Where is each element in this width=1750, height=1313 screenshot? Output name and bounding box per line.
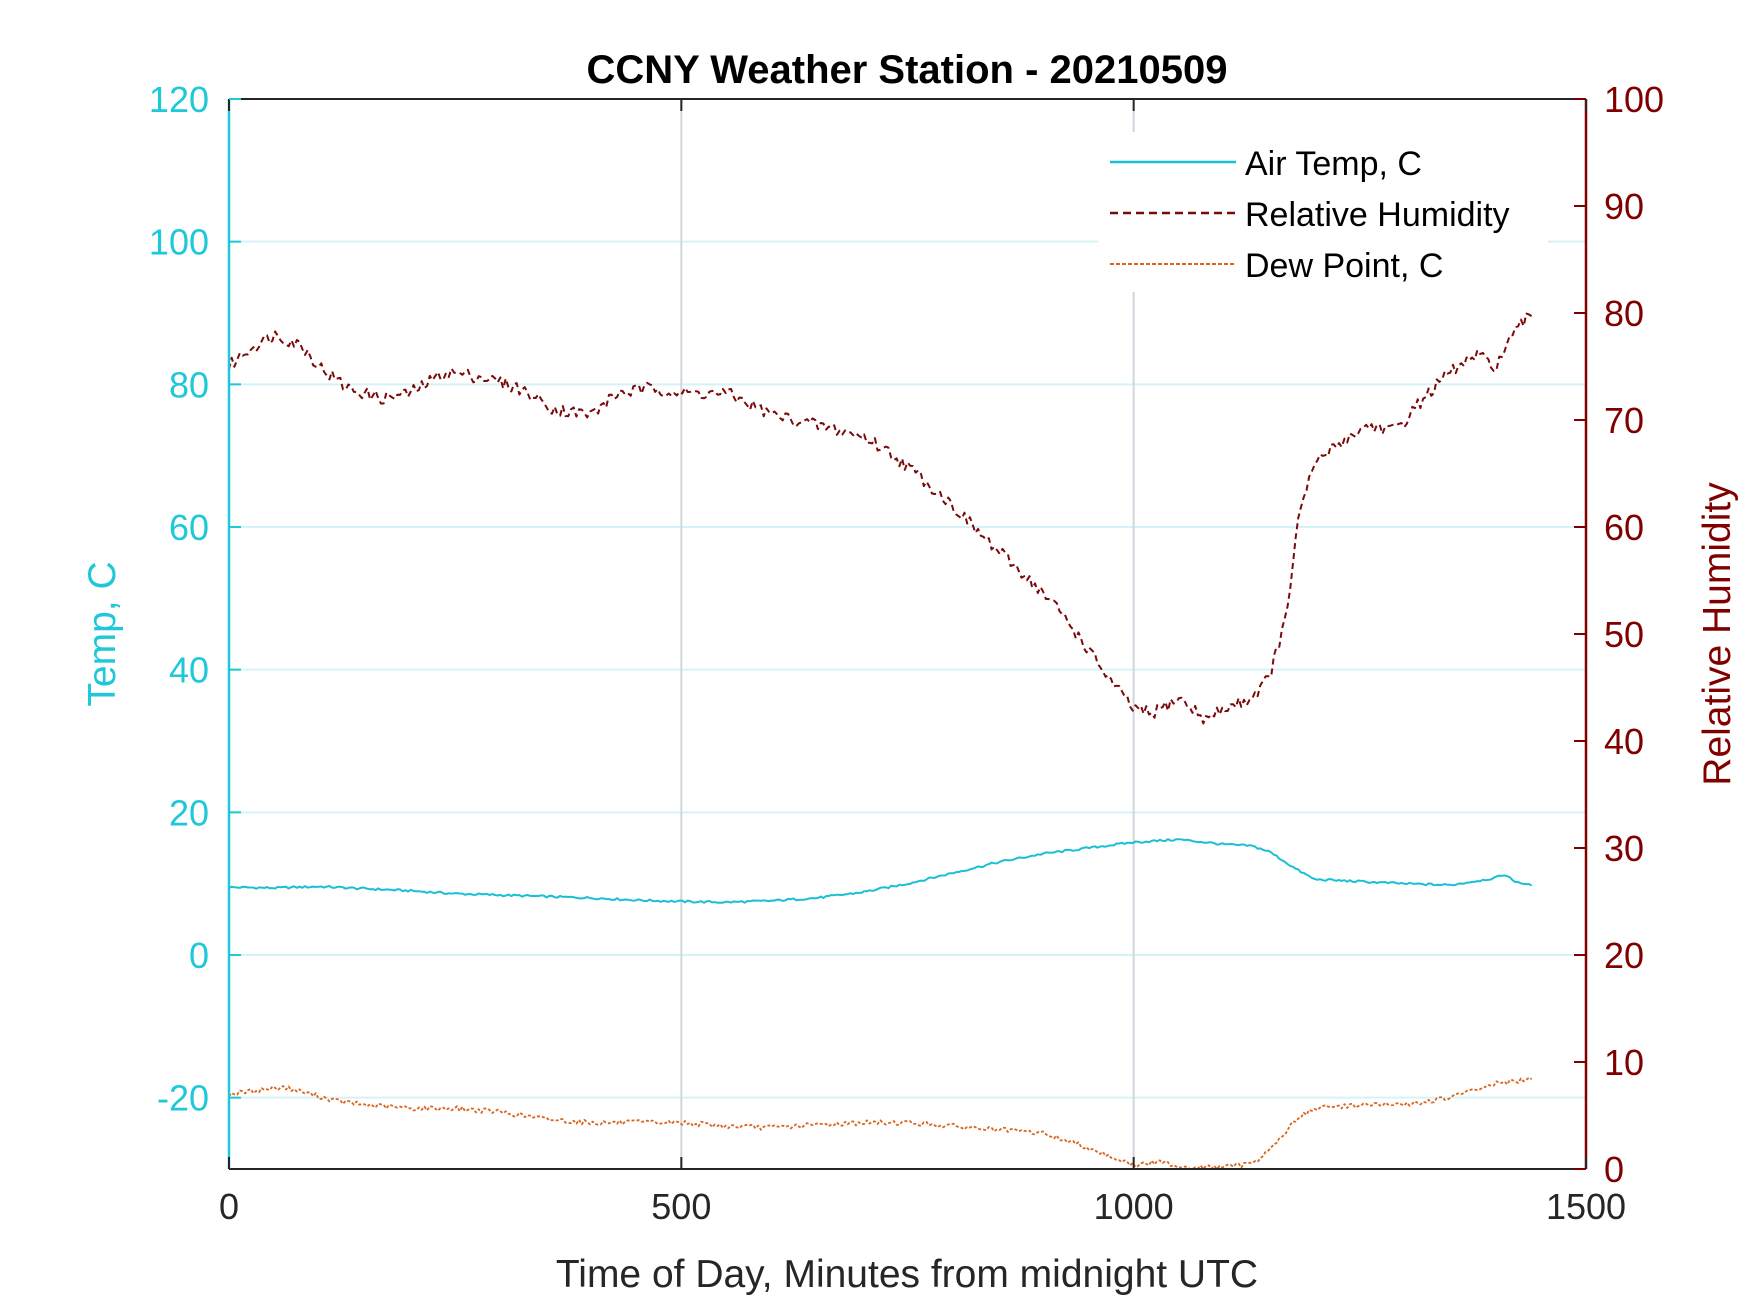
legend: Air Temp, C Relative Humidity Dew Point,… bbox=[1098, 132, 1548, 292]
x-tick-label: 1000 bbox=[1094, 1186, 1174, 1227]
axis-ticks: 0 500 1000 1500 -20 0 20 40 60 80 100 120 0 10 20 30 40 5… bbox=[149, 79, 1664, 1227]
right-y-tick-label: 80 bbox=[1604, 293, 1644, 334]
x-axis-label: Time of Day, Minutes from midnight UTC bbox=[556, 1253, 1258, 1296]
left-y-tick-label: 120 bbox=[149, 79, 209, 120]
right-y-tick-label: 20 bbox=[1604, 935, 1644, 976]
right-y-tick-label: 40 bbox=[1604, 721, 1644, 762]
right-y-tick-label: 60 bbox=[1604, 507, 1644, 548]
right-y-tick-label: 0 bbox=[1604, 1149, 1624, 1190]
right-y-tick-label: 90 bbox=[1604, 186, 1644, 227]
x-tick-label: 0 bbox=[219, 1186, 239, 1227]
right-y-tick-label: 100 bbox=[1604, 79, 1664, 120]
legend-label-air-temp: Air Temp, C bbox=[1245, 145, 1422, 183]
series-lines bbox=[228, 312, 1533, 1170]
right-y-tick-label: 10 bbox=[1604, 1042, 1644, 1083]
chart-title: CCNY Weather Station - 20210509 bbox=[587, 48, 1228, 92]
right-y-tick-label: 30 bbox=[1604, 828, 1644, 869]
left-y-axis-label: Temp, C bbox=[81, 561, 124, 706]
legend-label-dew-point: Dew Point, C bbox=[1245, 247, 1443, 285]
legend-label-relative-humidity: Relative Humidity bbox=[1245, 196, 1510, 234]
relative-humidity-line bbox=[228, 312, 1533, 725]
left-y-tick-label: 80 bbox=[169, 364, 209, 405]
left-y-tick-label: -20 bbox=[157, 1078, 209, 1119]
left-y-tick-label: 0 bbox=[189, 935, 209, 976]
x-tick-label: 500 bbox=[651, 1186, 711, 1227]
x-tick-label: 1500 bbox=[1546, 1186, 1626, 1227]
dew-point-line bbox=[228, 1076, 1533, 1170]
left-y-tick-label: 20 bbox=[169, 792, 209, 833]
air-temp-line bbox=[228, 838, 1533, 904]
right-y-tick-label: 50 bbox=[1604, 614, 1644, 655]
legend-box bbox=[1098, 132, 1548, 292]
left-y-tick-label: 100 bbox=[149, 222, 209, 263]
left-y-tick-label: 60 bbox=[169, 507, 209, 548]
right-y-tick-label: 70 bbox=[1604, 400, 1644, 441]
right-y-axis-label: Relative Humidity bbox=[1696, 482, 1739, 786]
left-y-tick-label: 40 bbox=[169, 650, 209, 691]
